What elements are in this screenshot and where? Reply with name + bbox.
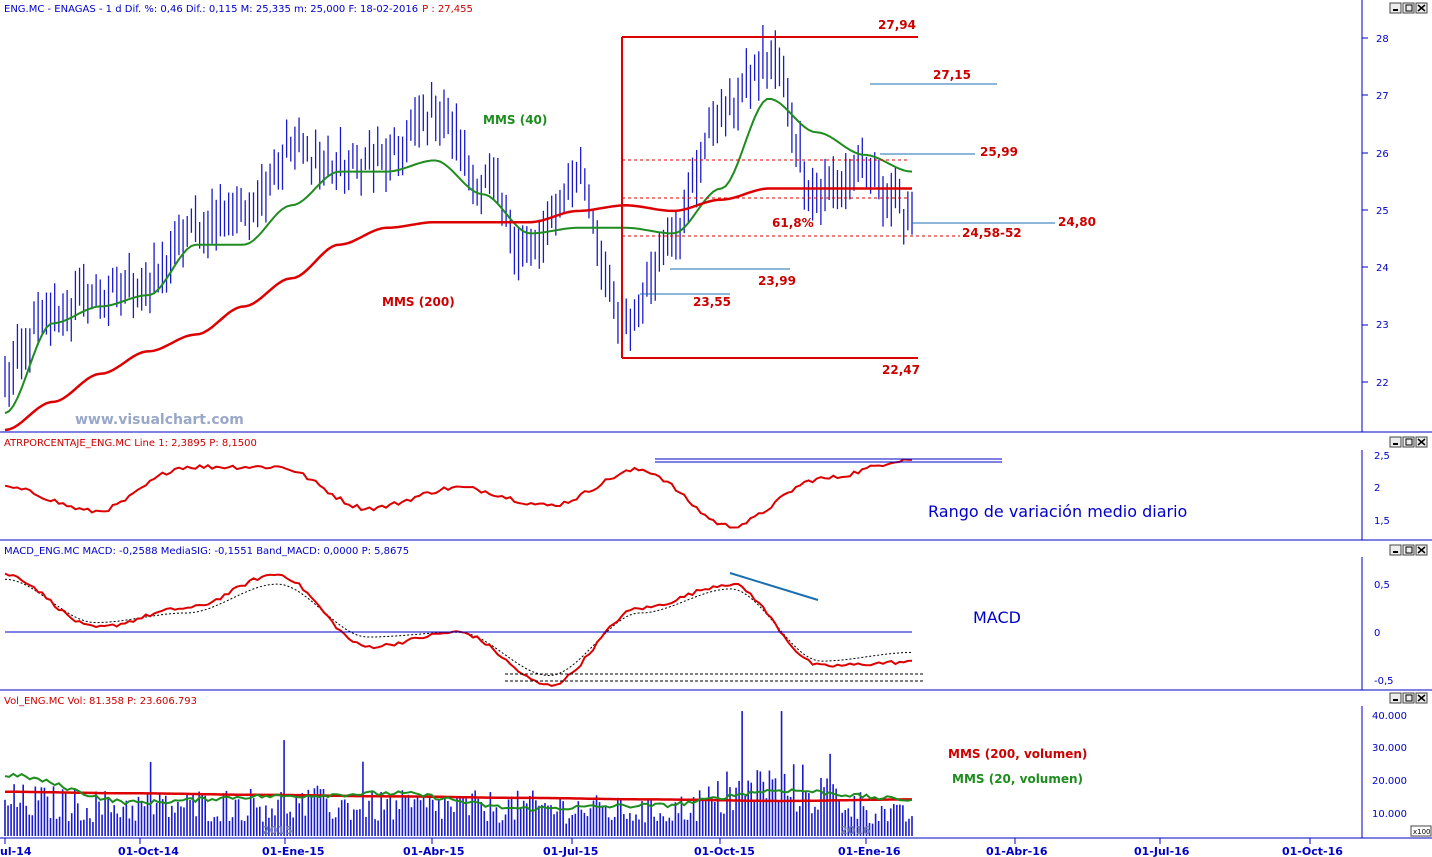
label-27-94: 27,94 (878, 18, 916, 32)
volume-header: Vol_ENG.MC Vol: 81.358 P: 23.606.793 (4, 696, 197, 707)
restore-icon[interactable] (1402, 436, 1415, 448)
minimize-icon[interactable] (1389, 692, 1402, 704)
vol-mms20-line (4, 772, 913, 812)
x-axis: ul-14 01-Oct-14 01-Ene-15 01-Abr-15 01-J… (0, 824, 1343, 857)
x-tick: 01-Oct-14 (118, 845, 179, 857)
vol-unit: x100 (1413, 828, 1431, 836)
atr-header: ATRPORCENTAJE_ENG.MC Line 1: 2,3895 P: 8… (4, 438, 257, 449)
label-23-99: 23,99 (758, 274, 796, 288)
mms40-line (4, 97, 913, 415)
label-24-58-52: 24,58-52 (962, 226, 1022, 240)
year-2015: 2015 (262, 824, 293, 837)
macd-panel: MACD_ENG.MC MACD: -0,2588 MediaSIG: -0,1… (0, 544, 1432, 691)
restore-icon[interactable] (1402, 692, 1415, 704)
macd-panel-title: MACD (973, 608, 1021, 627)
mms200-label: MMS (200) (382, 295, 455, 309)
atr-ytick: 2 (1374, 483, 1380, 494)
label-25-99: 25,99 (980, 145, 1018, 159)
year-2016: 2016 (840, 824, 871, 837)
x-tick: ul-14 (0, 845, 32, 857)
vol-mms200-line (5, 790, 912, 803)
x-tick: 01-Abr-16 (986, 845, 1048, 857)
price-ytick: 28 (1376, 34, 1389, 45)
atr-ytick: 2,5 (1374, 451, 1390, 462)
price-ytick: 26 (1376, 149, 1389, 160)
macd-header: MACD_ENG.MC MACD: -0,2588 MediaSIG: -0,1… (4, 546, 409, 557)
x-tick: 01-Ene-15 (262, 845, 325, 857)
x-tick: 01-Oct-16 (1282, 845, 1343, 857)
minimize-icon[interactable] (1389, 436, 1402, 448)
label-27-15: 27,15 (933, 68, 971, 82)
vol-legend-mms20: MMS (20, volumen) (952, 772, 1083, 786)
macd-ytick: 0,5 (1374, 580, 1390, 591)
close-icon[interactable] (1415, 436, 1428, 448)
close-icon[interactable] (1415, 692, 1428, 704)
close-icon[interactable] (1415, 2, 1428, 14)
price-ytick: 27 (1376, 91, 1389, 102)
x-tick: 01-Ene-16 (838, 845, 901, 857)
restore-icon[interactable] (1402, 2, 1415, 14)
x-tick: 01-Abr-15 (403, 845, 465, 857)
atr-line (4, 458, 913, 529)
price-ytick: 24 (1376, 263, 1389, 274)
macd-ytick: -0,5 (1374, 676, 1394, 687)
mms200-line (4, 187, 912, 432)
vol-legend-mms200: MMS (200, volumen) (948, 747, 1087, 761)
vol-ytick: 30.000 (1372, 743, 1407, 754)
vol-ytick: 20.000 (1372, 776, 1407, 787)
close-icon[interactable] (1415, 544, 1428, 556)
level-markers (640, 83, 1055, 295)
atr-ytick: 1,5 (1374, 516, 1390, 527)
watermark: www.visualchart.com (75, 412, 244, 428)
label-24-80: 24,80 (1058, 215, 1096, 229)
minimize-icon[interactable] (1389, 2, 1402, 14)
atr-panel-title: Rango de variación medio diario (928, 502, 1187, 521)
vol-ytick: 40.000 (1372, 711, 1407, 722)
vol-ytick: 10.000 (1372, 809, 1407, 820)
macd-signal-line (4, 578, 913, 677)
mms40-label: MMS (40) (483, 113, 547, 127)
fibo-lines (622, 159, 960, 237)
price-ytick: 22 (1376, 378, 1389, 389)
x-tick: 01-Oct-15 (694, 845, 755, 857)
plot-layer (4, 24, 913, 836)
price-ytick: 25 (1376, 206, 1389, 217)
price-header: ENG.MC - ENAGAS - 1 d Dif. %: 0,46 Dif.:… (4, 4, 473, 15)
price-panel: ENG.MC - ENAGAS - 1 d Dif. %: 0,46 Dif.:… (0, 0, 1432, 433)
x-tick: 01-Jul-15 (543, 845, 598, 857)
price-ytick: 23 (1376, 320, 1389, 331)
price-window-buttons (1389, 2, 1428, 14)
minimize-icon[interactable] (1389, 544, 1402, 556)
label-fibo-61-8: 61,8% (772, 216, 814, 230)
restore-icon[interactable] (1402, 544, 1415, 556)
label-22-47: 22,47 (882, 363, 920, 377)
atr-panel: ATRPORCENTAJE_ENG.MC Line 1: 2,3895 P: 8… (0, 436, 1432, 541)
label-23-55: 23,55 (693, 295, 731, 309)
macd-ytick: 0 (1374, 628, 1380, 639)
x-tick: 01-Jul-16 (1134, 845, 1190, 857)
volume-panel: Vol_ENG.MC Vol: 81.358 P: 23.606.793 40.… (0, 692, 1432, 839)
